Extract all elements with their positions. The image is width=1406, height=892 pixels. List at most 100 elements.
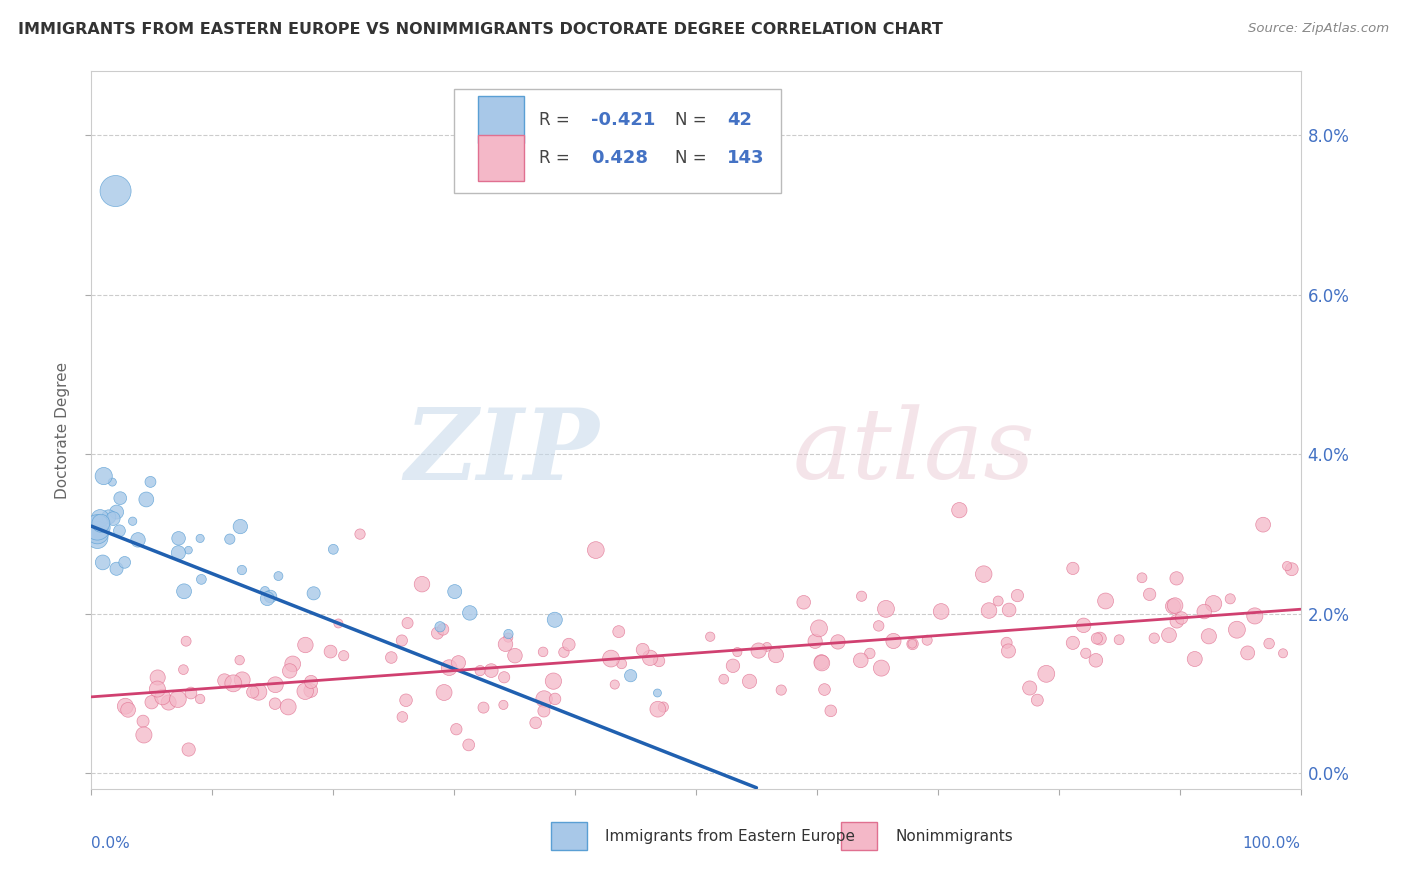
- Point: [1226, 623, 1249, 637]
- Point: [90, 516, 112, 531]
- Point: [242, 685, 264, 699]
- Point: [1062, 636, 1084, 650]
- Point: [299, 675, 322, 690]
- Point: [1166, 571, 1188, 585]
- Text: 100.0%: 100.0%: [1243, 836, 1301, 851]
- Point: [173, 584, 195, 599]
- Point: [247, 685, 270, 699]
- Point: [533, 704, 555, 718]
- Point: [849, 653, 872, 667]
- Text: IMMIGRANTS FROM EASTERN EUROPE VS NONIMMIGRANTS DOCTORATE DEGREE CORRELATION CHA: IMMIGRANTS FROM EASTERN EUROPE VS NONIMM…: [18, 22, 943, 37]
- Point: [167, 532, 190, 546]
- Point: [1035, 666, 1057, 681]
- Point: [738, 674, 761, 689]
- Point: [1184, 652, 1206, 666]
- Point: [882, 634, 904, 648]
- Point: [322, 542, 344, 557]
- Point: [146, 671, 169, 685]
- Point: [349, 527, 371, 541]
- Point: [973, 567, 995, 582]
- Point: [631, 642, 654, 657]
- Point: [868, 619, 890, 633]
- Point: [492, 698, 515, 712]
- Point: [391, 633, 413, 648]
- Point: [468, 664, 491, 678]
- Point: [443, 584, 465, 599]
- Point: [929, 604, 952, 618]
- Point: [277, 700, 299, 714]
- Point: [875, 602, 897, 616]
- Point: [93, 469, 115, 483]
- Point: [804, 634, 827, 648]
- Point: [157, 696, 180, 710]
- Text: atlas: atlas: [793, 404, 1035, 500]
- Point: [132, 714, 155, 729]
- Point: [765, 648, 787, 662]
- FancyBboxPatch shape: [551, 822, 588, 850]
- Point: [299, 683, 322, 698]
- Point: [851, 589, 873, 603]
- Point: [380, 650, 402, 665]
- Point: [121, 514, 143, 528]
- Point: [607, 624, 630, 639]
- Point: [1084, 653, 1107, 667]
- Point: [472, 700, 495, 714]
- Point: [1062, 561, 1084, 575]
- Point: [915, 633, 938, 648]
- FancyBboxPatch shape: [478, 96, 524, 144]
- Point: [998, 603, 1021, 617]
- Point: [86, 531, 108, 545]
- Point: [188, 692, 211, 706]
- Point: [585, 543, 607, 558]
- Point: [1258, 636, 1281, 650]
- Point: [141, 695, 163, 709]
- Point: [638, 650, 661, 665]
- Point: [1073, 618, 1095, 632]
- Point: [86, 520, 108, 534]
- Text: 143: 143: [727, 149, 765, 167]
- Text: R =: R =: [538, 111, 575, 128]
- Point: [1164, 599, 1187, 613]
- Point: [229, 519, 252, 533]
- Point: [1272, 646, 1295, 660]
- Point: [91, 556, 114, 570]
- Point: [222, 676, 245, 690]
- Point: [600, 651, 623, 665]
- Point: [870, 661, 893, 675]
- Text: 0.0%: 0.0%: [91, 836, 131, 851]
- Text: -0.421: -0.421: [591, 111, 655, 128]
- Point: [105, 505, 128, 519]
- Point: [1130, 571, 1153, 585]
- Point: [177, 742, 200, 756]
- Point: [713, 672, 735, 686]
- Point: [174, 634, 197, 648]
- Point: [987, 594, 1010, 608]
- Point: [132, 728, 155, 742]
- Point: [117, 703, 139, 717]
- Point: [820, 704, 842, 718]
- Point: [253, 584, 276, 599]
- Y-axis label: Doctorate Degree: Doctorate Degree: [55, 362, 70, 499]
- Point: [1143, 631, 1166, 645]
- Point: [1007, 589, 1029, 603]
- Point: [977, 603, 1000, 617]
- FancyBboxPatch shape: [478, 135, 524, 181]
- Point: [328, 616, 350, 631]
- Point: [281, 657, 304, 671]
- Point: [103, 511, 125, 525]
- Point: [498, 627, 520, 641]
- Point: [264, 697, 287, 711]
- Point: [429, 620, 451, 634]
- Point: [139, 475, 162, 489]
- Point: [1166, 614, 1188, 628]
- Point: [457, 738, 479, 752]
- Point: [995, 636, 1018, 650]
- Point: [447, 656, 470, 670]
- Point: [228, 653, 250, 667]
- Point: [699, 630, 721, 644]
- Point: [1275, 559, 1298, 574]
- Point: [167, 546, 190, 560]
- Point: [89, 511, 111, 525]
- Point: [721, 658, 744, 673]
- Text: Nonimmigrants: Nonimmigrants: [896, 829, 1014, 844]
